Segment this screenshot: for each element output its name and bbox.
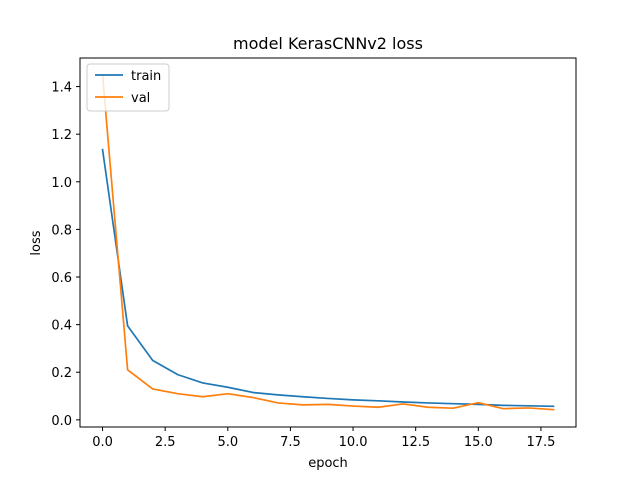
- y-tick-label: 0.6: [51, 271, 72, 286]
- chart-title: model KerasCNNv2 loss: [233, 34, 423, 53]
- x-tick-label: 0.0: [92, 435, 113, 450]
- series-line-val: [101, 73, 555, 411]
- y-tick-label: 0.2: [51, 366, 72, 381]
- x-tick-label: 10.0: [339, 435, 368, 450]
- x-tick-label: 7.5: [280, 435, 301, 450]
- plot-frame: [79, 57, 577, 428]
- y-tick-label: 0.8: [51, 223, 72, 238]
- x-axis: 0.0 2.5 5.0 7.5 10.0 12.5 15.0 17.5: [92, 427, 555, 450]
- x-tick-label: 17.5: [526, 435, 555, 450]
- x-tick-label: 5.0: [217, 435, 238, 450]
- series-line-train: [101, 148, 555, 408]
- legend-label-val: val: [131, 91, 150, 106]
- y-axis-label: loss: [29, 230, 44, 255]
- y-tick-label: 0.0: [51, 414, 72, 429]
- legend: train val: [86, 63, 170, 112]
- y-tick-label: 1.4: [51, 81, 72, 96]
- series-layer: [101, 73, 555, 411]
- legend-label-train: train: [131, 69, 161, 84]
- x-tick-label: 15.0: [464, 435, 493, 450]
- x-tick-label: 12.5: [401, 435, 430, 450]
- y-tick-label: 1.0: [51, 176, 72, 191]
- y-tick-label: 1.2: [51, 128, 72, 143]
- y-axis: 0.0 0.2 0.4 0.6 0.8 1.0 1.2 1.4: [51, 81, 80, 429]
- x-tick-label: 2.5: [155, 435, 176, 450]
- y-tick-label: 0.4: [51, 319, 72, 334]
- x-axis-label: epoch: [308, 456, 348, 471]
